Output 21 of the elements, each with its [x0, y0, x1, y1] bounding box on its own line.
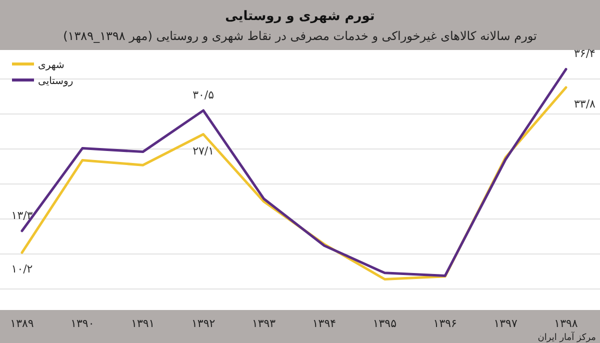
x-tick-label: ۱۳۹۸ [554, 317, 578, 330]
data-label: ۳۰/۵ [192, 88, 214, 102]
data-label: ۳۳/۸ [574, 97, 596, 110]
legend-label: روستایی [38, 76, 74, 87]
text: مرکز آمار ایران [538, 331, 596, 343]
x-tick-label: ۱۳۹۲ [192, 317, 216, 330]
chart-title: تورم شهری و روستایی [225, 9, 375, 24]
x-tick-label: ۱۳۹۴ [312, 317, 336, 330]
data-label: ۱۰/۲ [11, 262, 33, 276]
x-tick-label: ۱۳۹۷ [494, 317, 518, 330]
x-tick-label: ۱۳۸۹ [10, 317, 34, 330]
data-label: ۲۷/۱ [192, 144, 214, 158]
legend-label: شهری [38, 60, 64, 71]
x-tick-label: ۱۳۹۰ [70, 317, 94, 330]
x-tick-label: ۱۳۹۵ [372, 317, 397, 330]
x-tick-label: ۱۳۹۶ [433, 317, 457, 330]
x-tick-label: ۱۳۹۱ [131, 317, 155, 330]
data-label: ۱۳/۳ [11, 208, 33, 222]
chart-subtitle: تورم سالانه کالاهای غیرخوراکی و خدمات مصرفی در نقاط شهری و روستایی (مهر ۱۳۹۸_۱۳۸۹) [63, 29, 537, 43]
data-label: ۳۶/۴ [574, 47, 596, 60]
x-tick-label: ۱۳۹۳ [252, 317, 276, 330]
